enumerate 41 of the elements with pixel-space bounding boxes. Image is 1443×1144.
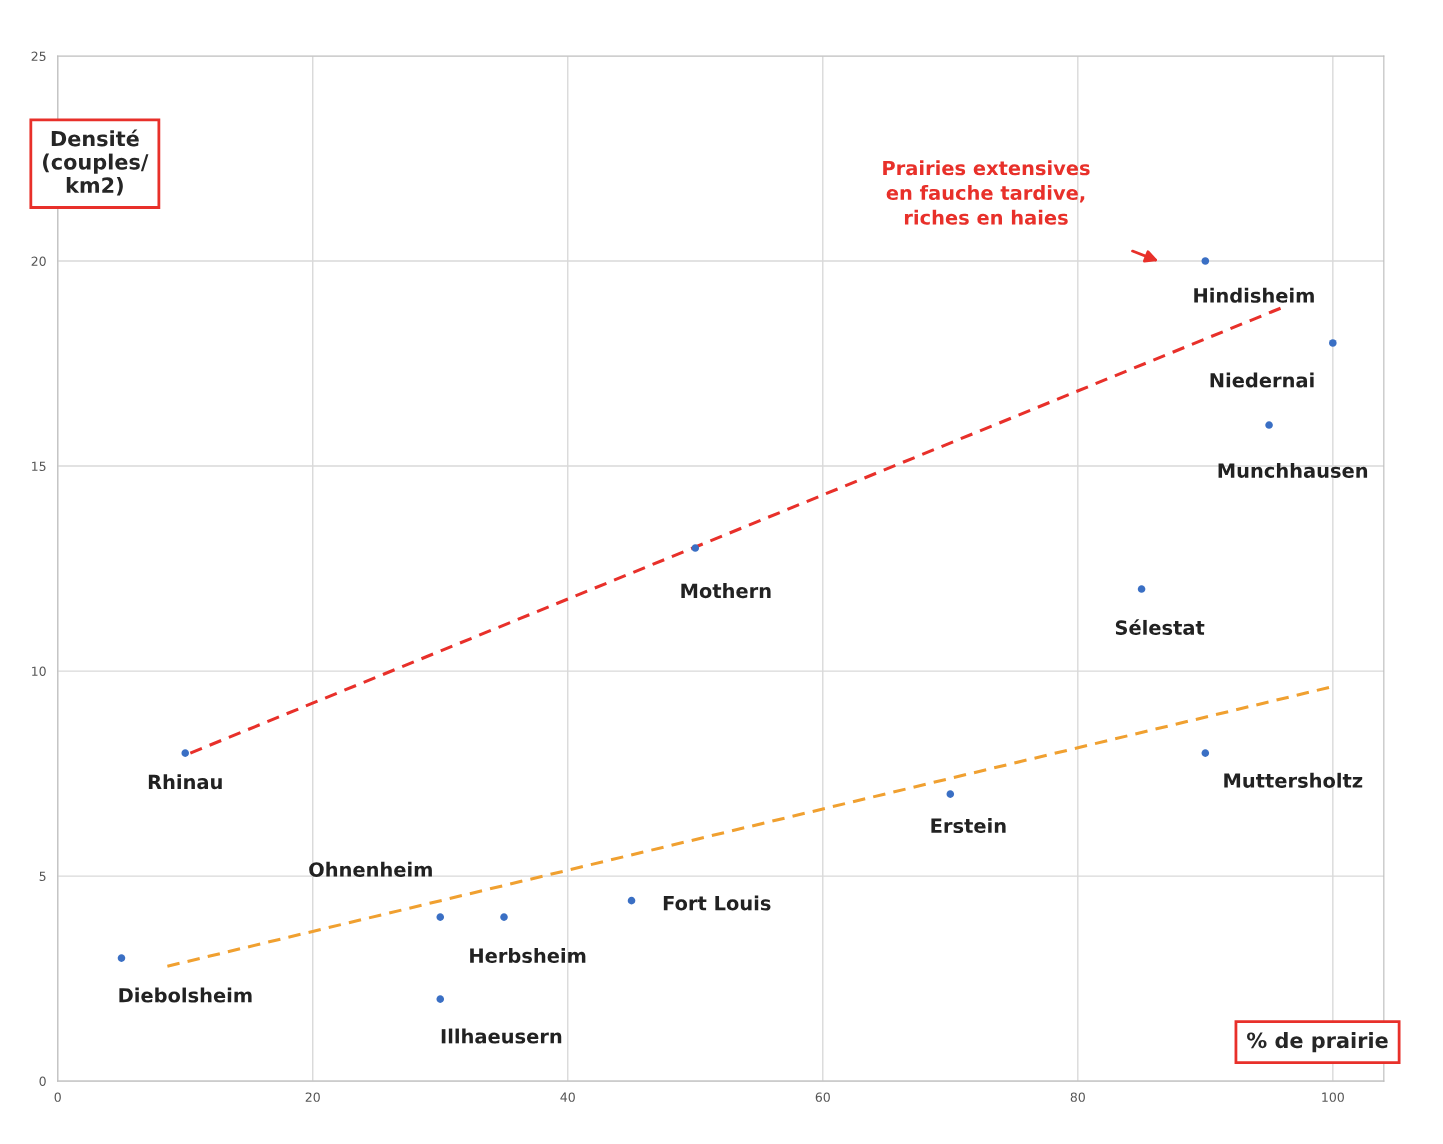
annotation: Diebolsheim xyxy=(119,987,252,1003)
y-tick-label: 25 xyxy=(31,51,46,61)
x-tick-label: 100 xyxy=(1322,1092,1344,1102)
y-tick-label: 10 xyxy=(32,666,46,676)
annotation: Rhinau xyxy=(148,774,222,790)
annotation: Herbsheim xyxy=(470,947,586,963)
annotation: Ohnenheim xyxy=(309,861,432,877)
point xyxy=(1201,749,1210,757)
x-tick-label: 40 xyxy=(560,1092,575,1102)
annotation: Niedernai xyxy=(1210,372,1314,388)
point xyxy=(1201,257,1210,265)
point xyxy=(181,749,190,757)
point xyxy=(1265,421,1273,429)
y-tick-label: 5 xyxy=(39,871,46,881)
annotation: Muttersholtz xyxy=(1224,772,1363,788)
annotation: Munchhausen xyxy=(1218,462,1368,478)
annotation: Sélestat xyxy=(1115,619,1205,635)
annotation: Mothern xyxy=(681,583,771,599)
point xyxy=(117,954,126,962)
point xyxy=(1137,585,1146,593)
point xyxy=(691,544,700,552)
y-axis-title: Densité (couples/ km2) xyxy=(43,129,149,196)
annotation: Fort Louis xyxy=(663,895,771,911)
point xyxy=(436,913,445,921)
point xyxy=(436,995,445,1003)
point xyxy=(500,913,508,921)
x-tick-label: 20 xyxy=(305,1092,320,1102)
annotation: Illhaeusern xyxy=(441,1028,562,1044)
x-tick-label: 0 xyxy=(54,1092,61,1102)
point xyxy=(627,896,636,905)
point xyxy=(1329,339,1337,347)
annotation: Hindisheim xyxy=(1194,287,1314,303)
y-tick-label: 0 xyxy=(39,1076,46,1087)
x-tick-label: 60 xyxy=(815,1092,830,1102)
y-tick-label: 15 xyxy=(32,461,46,471)
y-tick-label: 20 xyxy=(31,256,46,266)
annotation: Prairies extensives en fauche tardive, riches en haies xyxy=(883,160,1090,225)
annotation: Erstein xyxy=(931,818,1006,834)
x-tick-label: 80 xyxy=(1070,1092,1085,1102)
point xyxy=(946,790,955,798)
x-axis-title: % de prairie xyxy=(1247,1032,1388,1053)
